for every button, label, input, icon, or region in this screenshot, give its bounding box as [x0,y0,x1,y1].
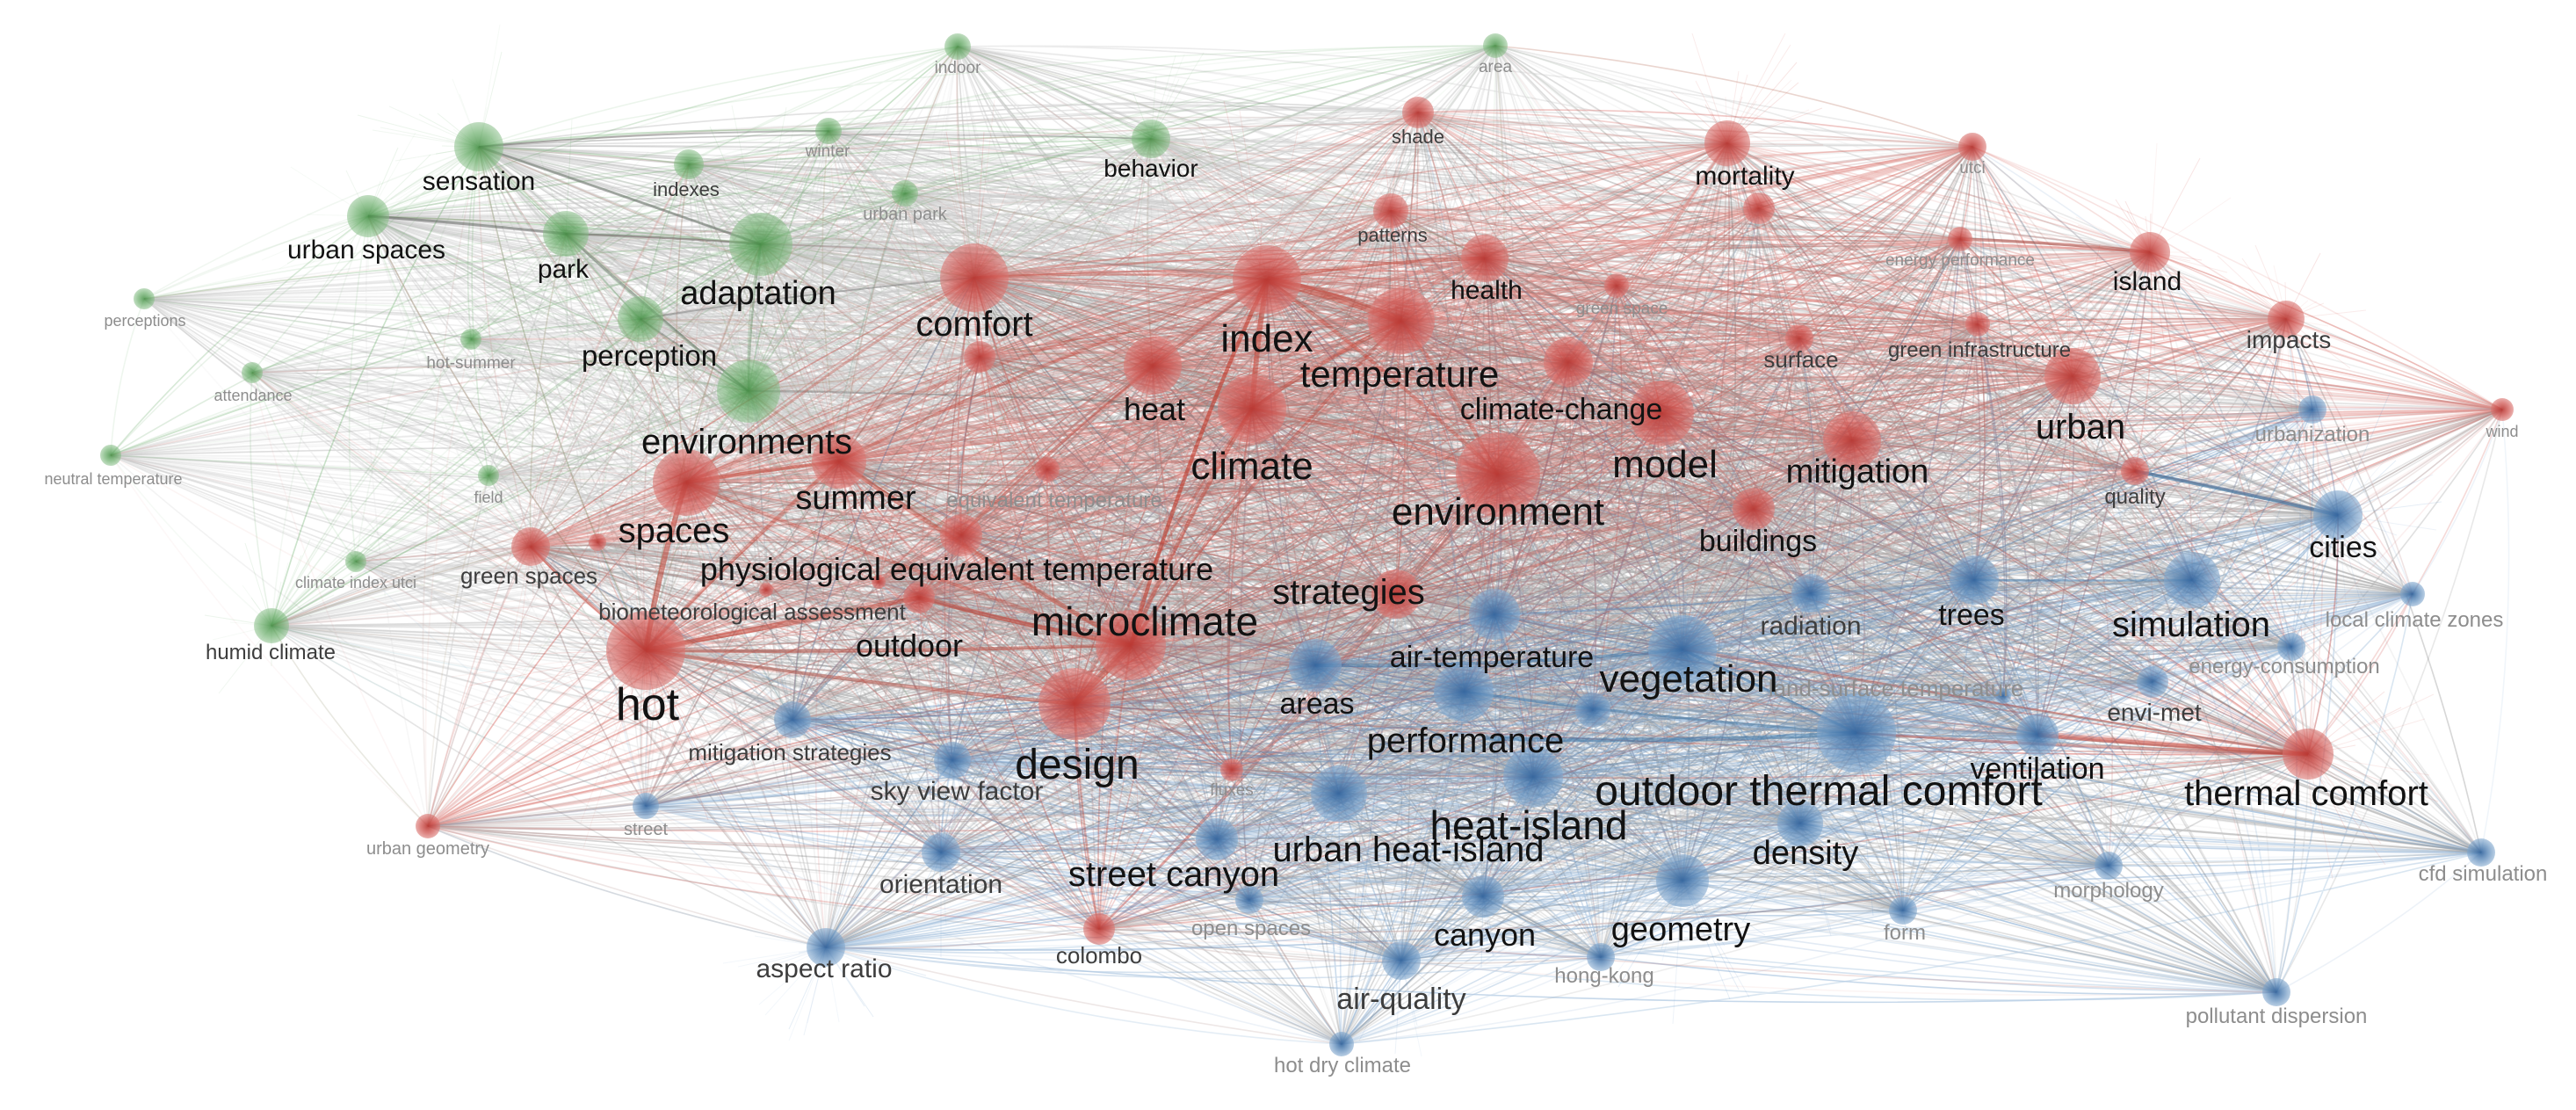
svg-text:strategies: strategies [1272,573,1424,612]
svg-text:green infrastructure: green infrastructure [1888,338,2071,362]
svg-text:performance: performance [1367,722,1565,760]
svg-text:air-quality: air-quality [1336,983,1465,1016]
svg-text:urbanization: urbanization [2255,423,2370,446]
svg-text:land-surface temperature: land-surface temperature [1769,675,2023,701]
svg-text:climate-change: climate-change [1460,393,1663,426]
svg-text:local climate zones: local climate zones [2326,608,2504,632]
svg-text:mortality: mortality [1695,162,1794,191]
svg-text:colombo: colombo [1056,942,1142,969]
svg-text:summer: summer [795,480,916,517]
svg-text:biometeorological assessment: biometeorological assessment [598,599,907,625]
svg-text:sky view factor: sky view factor [871,777,1044,806]
svg-text:energy-consumption: energy-consumption [2189,655,2379,678]
svg-text:sensation: sensation [423,167,535,196]
svg-text:cfd simulation: cfd simulation [2419,862,2548,886]
svg-text:hong-kong: hong-kong [1554,964,1653,988]
svg-text:air-temperature: air-temperature [1390,641,1594,674]
svg-text:environment: environment [1392,490,1604,533]
svg-text:perception: perception [582,339,717,372]
svg-text:patterns: patterns [1357,224,1428,246]
svg-text:energy performance: energy performance [1885,251,2035,270]
svg-text:health: health [1451,276,1523,305]
svg-text:physiological equivalent tempe: physiological equivalent temperature [700,551,1213,587]
svg-text:mitigation strategies: mitigation strategies [688,739,891,765]
svg-text:spaces: spaces [619,511,730,550]
svg-text:green spaces: green spaces [460,562,597,589]
svg-text:simulation: simulation [2112,606,2270,644]
svg-text:adaptation: adaptation [680,275,836,312]
svg-text:aspect ratio: aspect ratio [756,954,892,983]
svg-text:surface: surface [1763,346,1838,373]
svg-text:park: park [538,255,590,284]
svg-text:fluxes: fluxes [1210,781,1254,800]
svg-text:climate: climate [1190,445,1313,488]
svg-text:humid climate: humid climate [206,641,336,664]
svg-text:urban geometry: urban geometry [366,839,489,859]
svg-text:hot-summer: hot-summer [426,354,516,373]
svg-text:density: density [1753,835,1858,872]
svg-text:urban heat-island: urban heat-island [1272,831,1544,869]
svg-text:perceptions: perceptions [104,312,185,330]
svg-text:pollutant dispersion: pollutant dispersion [2186,1005,2368,1028]
svg-text:shade: shade [1392,126,1444,148]
svg-text:hot: hot [616,679,680,730]
svg-text:hot dry climate: hot dry climate [1274,1054,1411,1077]
svg-text:trees: trees [1938,599,2005,632]
svg-text:areas: areas [1279,687,1354,721]
svg-text:indoor: indoor [935,59,981,77]
svg-text:urban park: urban park [863,205,948,224]
svg-text:buildings: buildings [1699,525,1817,558]
svg-text:island: island [2113,267,2182,296]
svg-text:cities: cities [2309,531,2377,564]
svg-text:equivalent temperature: equivalent temperature [946,489,1161,512]
svg-text:radiation: radiation [1760,612,1861,641]
svg-text:climate index utci: climate index utci [295,574,416,591]
svg-text:comfort: comfort [915,305,1032,344]
svg-text:thermal comfort: thermal comfort [2184,774,2428,813]
svg-text:neutral temperature: neutral temperature [44,470,182,488]
svg-text:impacts: impacts [2247,326,2331,353]
svg-text:wind: wind [2485,423,2518,440]
svg-text:urban spaces: urban spaces [287,236,445,265]
svg-text:envi-met: envi-met [2107,699,2202,726]
svg-text:street canyon: street canyon [1068,855,1279,894]
svg-text:indexes: indexes [653,178,720,200]
svg-text:temperature: temperature [1300,353,1499,395]
svg-text:ventilation: ventilation [1970,752,2104,786]
svg-text:outdoor: outdoor [856,628,963,664]
svg-text:utci: utci [1959,159,1986,178]
svg-text:orientation: orientation [879,870,1002,899]
svg-text:attendance: attendance [213,387,292,404]
svg-text:winter: winter [805,142,850,161]
svg-text:morphology: morphology [2053,879,2163,903]
svg-text:model: model [1612,443,1718,486]
svg-text:environments: environments [641,423,852,461]
svg-text:area: area [1479,58,1512,76]
svg-text:geometry: geometry [1611,911,1750,948]
svg-text:canyon: canyon [1434,917,1536,953]
svg-text:microclimate: microclimate [1031,599,1258,644]
svg-text:behavior: behavior [1103,155,1198,182]
svg-text:quality: quality [2104,485,2165,509]
svg-text:street: street [624,820,668,839]
svg-text:green space: green space [1576,300,1668,318]
svg-text:form: form [1884,921,1926,945]
svg-text:mitigation: mitigation [1786,453,1929,490]
svg-text:field: field [474,489,503,506]
svg-text:urban: urban [2036,408,2125,446]
svg-text:heat: heat [1124,391,1185,427]
svg-text:open spaces: open spaces [1191,917,1311,940]
svg-text:vegetation: vegetation [1599,657,1777,700]
